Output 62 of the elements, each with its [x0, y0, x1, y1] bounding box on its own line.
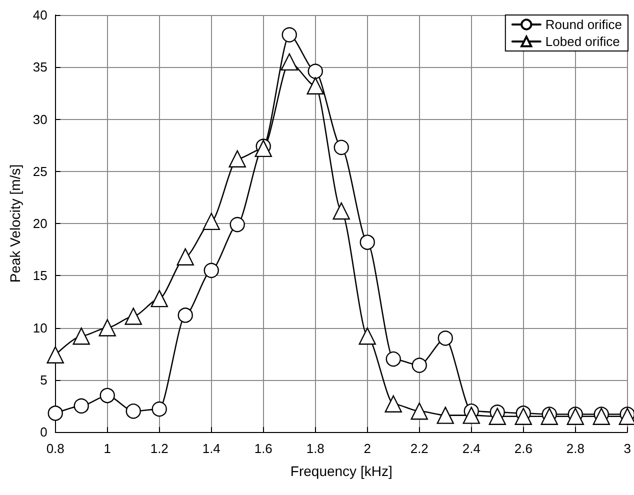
legend-label: Lobed orifice [545, 34, 620, 49]
point [98, 319, 116, 336]
x-tick-label: 3 [624, 441, 631, 456]
x-tick-label: 1.6 [254, 441, 272, 456]
point [280, 53, 298, 71]
x-tick-label: 2.8 [566, 441, 584, 456]
y-tick-label: 15 [32, 268, 48, 284]
point [178, 308, 193, 323]
y-tick-label: 30 [32, 112, 48, 127]
x-tick-label: 2.4 [462, 441, 480, 456]
point [540, 408, 558, 425]
point [74, 398, 89, 414]
x-tick-label: 2 [364, 441, 371, 456]
point [436, 406, 454, 424]
point [514, 408, 532, 425]
point [308, 64, 323, 79]
point [126, 404, 141, 419]
point [72, 327, 90, 345]
point [592, 408, 610, 425]
point [46, 346, 64, 364]
x-tick-label: 1.2 [150, 441, 168, 456]
point [332, 202, 350, 220]
point [462, 406, 480, 424]
y-tick-label: 10 [32, 320, 48, 336]
point [566, 408, 584, 425]
y-tick-label: 5 [40, 372, 48, 388]
point [334, 140, 349, 155]
x-tick-label: 1.4 [202, 441, 220, 456]
point [150, 290, 168, 308]
point [228, 150, 246, 168]
x-tick-label: 1 [104, 441, 111, 456]
y-tick-label: 35 [32, 60, 48, 75]
x-axis-title: Frequency [kHz] [290, 463, 392, 479]
legend-label: Round orifice [545, 17, 622, 32]
point [254, 140, 272, 158]
point [360, 234, 375, 250]
point [204, 262, 219, 278]
y-tick-label: 20 [32, 216, 48, 231]
point [48, 406, 63, 421]
point [230, 216, 245, 232]
y-axis-title: Peak Velocity [m/s] [7, 164, 23, 283]
x-tick-label: 2.6 [514, 441, 532, 456]
y-tick-label: 25 [32, 164, 48, 179]
point [410, 402, 428, 420]
point [438, 330, 453, 346]
point [282, 27, 297, 42]
x-tick-label: 1.8 [306, 441, 324, 456]
point [100, 388, 115, 404]
point [176, 248, 194, 266]
x-tick-label: 2.2 [410, 441, 428, 456]
y-tick-label: 0 [40, 424, 48, 440]
x-tick-label: 0.8 [46, 441, 64, 456]
point [306, 77, 324, 94]
y-tick-label: 40 [32, 8, 48, 22]
point [152, 401, 167, 417]
point [384, 395, 402, 412]
point [488, 408, 506, 425]
point [124, 308, 142, 325]
point [386, 351, 401, 367]
point [412, 358, 427, 373]
point [202, 212, 220, 230]
point [358, 327, 376, 345]
